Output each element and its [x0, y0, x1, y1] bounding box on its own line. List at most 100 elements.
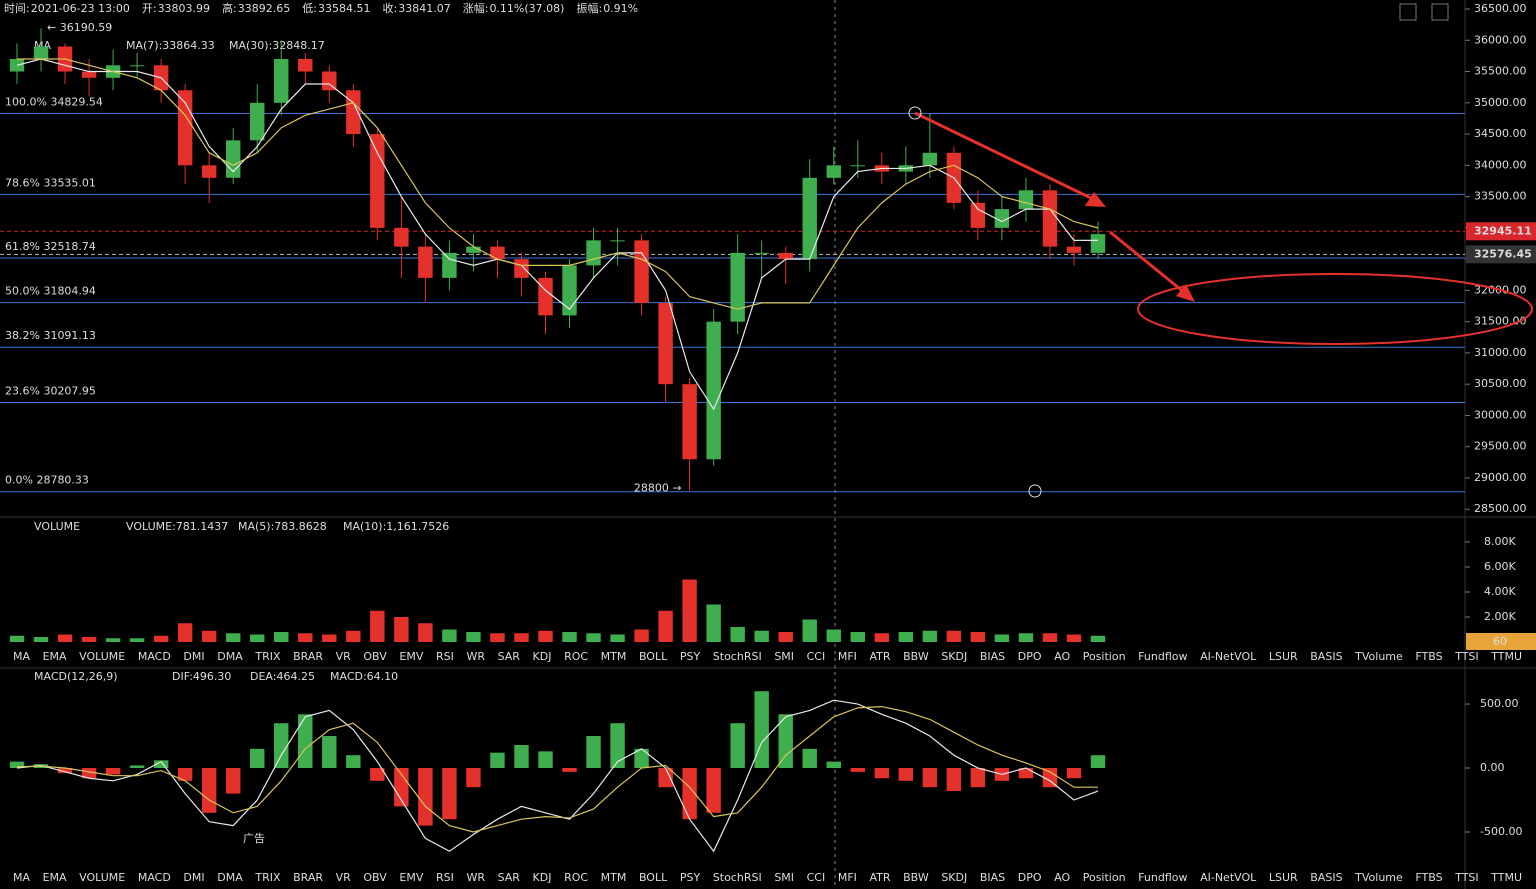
indicator-tab[interactable]: VOLUME — [79, 650, 125, 663]
indicator-tab[interactable]: TTSI — [1454, 871, 1478, 884]
indicator-tab[interactable]: OBV — [363, 650, 387, 663]
y-tick-label: 29500.00 — [1474, 440, 1527, 453]
indicator-tab[interactable]: AO — [1054, 871, 1070, 884]
indicator-tab[interactable]: RSI — [436, 871, 454, 884]
indicator-tab[interactable]: MA — [13, 650, 30, 663]
indicator-tab[interactable]: ROC — [564, 871, 588, 884]
candle-body — [250, 102, 265, 141]
indicator-tab[interactable]: TTMU — [1490, 650, 1522, 663]
indicator-tab[interactable]: AI-NetVOL — [1200, 650, 1257, 663]
indicator-tab[interactable]: BIAS — [980, 650, 1005, 663]
volume-bar — [1042, 633, 1058, 642]
indicator-tab[interactable]: VR — [336, 650, 352, 663]
indicator-tab[interactable]: ATR — [870, 871, 891, 884]
indicator-tab[interactable]: MFI — [838, 871, 857, 884]
indicator-tab[interactable]: Position — [1083, 650, 1126, 663]
candle-body — [346, 90, 361, 135]
indicator-tab[interactable]: SMI — [774, 871, 794, 884]
candle-body — [442, 252, 457, 278]
candle-body — [418, 246, 433, 278]
indicator-tab[interactable]: DPO — [1018, 871, 1042, 884]
indicator-tab[interactable]: CCI — [807, 871, 826, 884]
volume-bar — [994, 634, 1010, 642]
macd-bar — [826, 761, 841, 769]
indicator-tab[interactable]: KDJ — [533, 650, 552, 663]
candle-body — [394, 227, 409, 247]
info-label: 开: — [142, 2, 157, 15]
indicator-tab[interactable]: MA — [13, 871, 30, 884]
macd-bar — [754, 691, 769, 769]
indicator-tab[interactable]: TVolume — [1354, 650, 1403, 663]
indicator-tab[interactable]: PSY — [680, 871, 701, 884]
indicator-tab[interactable]: BBW — [903, 650, 929, 663]
y-tick-label: 34000.00 — [1474, 158, 1527, 171]
tool-icon[interactable] — [1431, 3, 1449, 21]
indicator-tab[interactable]: KDJ — [533, 871, 552, 884]
indicator-tab[interactable]: TVolume — [1354, 871, 1403, 884]
indicator-tab[interactable]: TRIX — [254, 650, 281, 663]
indicator-tab[interactable]: BBW — [903, 871, 929, 884]
indicator-tab[interactable]: SAR — [498, 650, 521, 663]
indicator-tab[interactable]: EMA — [43, 650, 67, 663]
indicator-tab[interactable]: BOLL — [639, 871, 668, 884]
indicator-tab[interactable]: TRIX — [254, 871, 281, 884]
indicator-tab[interactable]: MFI — [838, 650, 857, 663]
indicator-tab[interactable]: BOLL — [639, 650, 668, 663]
info-value: 33803.99 — [158, 2, 211, 15]
indicator-tab[interactable]: SKDJ — [941, 871, 967, 884]
indicator-tab[interactable]: DMI — [183, 650, 204, 663]
indicator-tab[interactable]: StochRSI — [713, 871, 762, 884]
indicator-tab[interactable]: ROC — [564, 650, 588, 663]
indicator-tab[interactable]: WR — [466, 871, 485, 884]
indicator-tab[interactable]: VR — [336, 871, 352, 884]
volume-bar — [57, 634, 73, 642]
indicator-tab[interactable]: DMA — [217, 871, 243, 884]
indicator-tab[interactable]: AI-NetVOL — [1200, 871, 1257, 884]
indicator-tab[interactable]: TTSI — [1454, 650, 1478, 663]
indicator-tab[interactable]: EMA — [43, 871, 67, 884]
indicator-tab[interactable]: VOLUME — [79, 871, 125, 884]
indicator-tab[interactable]: Fundflow — [1138, 871, 1187, 884]
indicator-tab[interactable]: BRAR — [293, 650, 323, 663]
info-label: 时间: — [4, 2, 30, 15]
indicator-tab[interactable]: PSY — [680, 650, 701, 663]
indicator-tab[interactable]: DPO — [1018, 650, 1042, 663]
indicator-tab[interactable]: MACD — [138, 871, 171, 884]
indicator-tab[interactable]: RSI — [436, 650, 454, 663]
macd-bar — [538, 751, 553, 769]
indicator-tab[interactable]: BASIS — [1310, 871, 1342, 884]
indicator-tab[interactable]: OBV — [363, 871, 387, 884]
indicator-tab[interactable]: BASIS — [1310, 650, 1342, 663]
candle-body — [850, 165, 865, 167]
indicator-tab[interactable]: AO — [1054, 650, 1070, 663]
indicator-tab[interactable]: Position — [1083, 871, 1126, 884]
indicator-tab[interactable]: FTBS — [1415, 871, 1442, 884]
badge-label: 60 — [1493, 635, 1507, 648]
indicator-tab[interactable]: DMI — [183, 871, 204, 884]
indicator-tab[interactable]: ATR — [870, 650, 891, 663]
indicator-tab[interactable]: SAR — [498, 871, 521, 884]
indicator-tab[interactable]: MTM — [601, 650, 627, 663]
indicator-tab[interactable]: EMV — [399, 650, 423, 663]
indicator-tab[interactable]: MTM — [601, 871, 627, 884]
candle-body — [490, 246, 505, 260]
indicator-tab[interactable]: LSUR — [1269, 871, 1298, 884]
volume-bar — [874, 633, 889, 642]
macd-bar — [226, 768, 241, 794]
indicator-tab[interactable]: FTBS — [1415, 650, 1442, 663]
indicator-tab[interactable]: SKDJ — [941, 650, 967, 663]
indicator-tab[interactable]: MACD — [138, 650, 171, 663]
indicator-tab[interactable]: BRAR — [293, 871, 323, 884]
indicator-tab[interactable]: TTMU — [1490, 871, 1522, 884]
indicator-tab[interactable]: EMV — [399, 871, 423, 884]
indicator-tab[interactable]: Fundflow — [1138, 650, 1187, 663]
indicator-tab[interactable]: StochRSI — [713, 650, 762, 663]
indicator-tab[interactable]: BIAS — [980, 871, 1005, 884]
indicator-tab[interactable]: WR — [466, 650, 485, 663]
indicator-tab[interactable]: CCI — [807, 650, 826, 663]
tool-icon[interactable] — [1399, 3, 1417, 21]
macd-bar — [1090, 755, 1106, 769]
indicator-tab[interactable]: SMI — [774, 650, 794, 663]
indicator-tab[interactable]: DMA — [217, 650, 243, 663]
indicator-tab[interactable]: LSUR — [1269, 650, 1298, 663]
